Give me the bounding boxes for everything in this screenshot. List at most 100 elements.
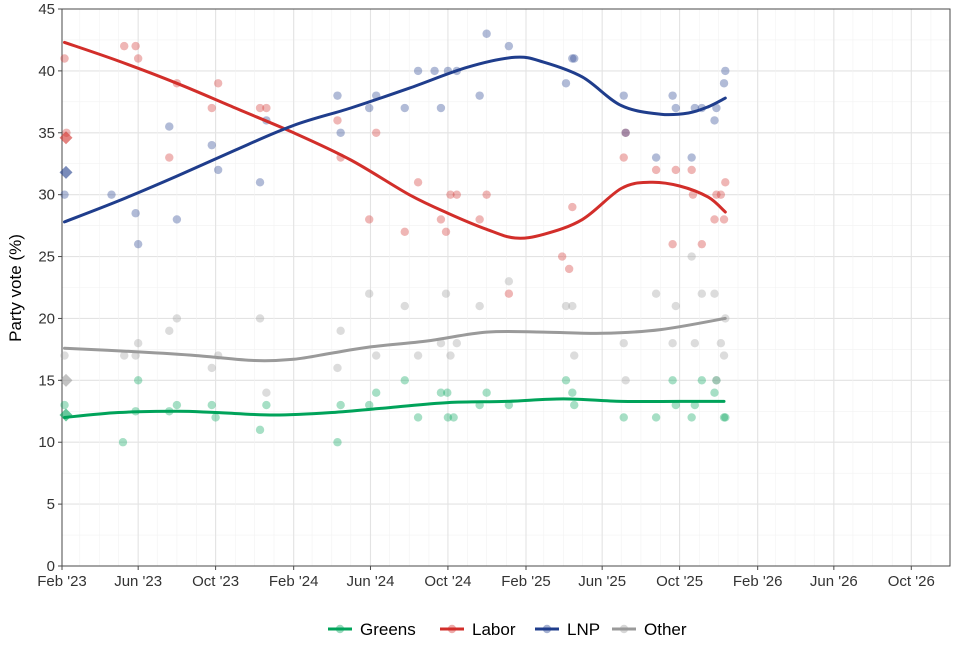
labor-poll-point: [207, 103, 216, 113]
legend-label: Labor: [472, 620, 516, 639]
lnp-trend-line: [63, 55, 727, 224]
lnp-poll-point: [213, 165, 223, 175]
labor-poll-point: [688, 190, 698, 199]
greens-poll-point: [668, 376, 677, 385]
lnp-poll-point: [668, 91, 677, 100]
other-poll-point: [131, 351, 140, 360]
other-poll-point: [400, 301, 409, 311]
lnp-poll-point: [619, 91, 628, 100]
legend-dot: [542, 624, 552, 634]
lnp-poll-point: [172, 215, 182, 224]
labor-poll-point: [333, 116, 342, 125]
greens-poll-point: [336, 400, 345, 410]
greens-poll-point: [561, 376, 571, 385]
labor-poll-point: [60, 54, 69, 63]
labor-poll-point: [619, 153, 628, 162]
greens-trend-line: [63, 397, 726, 419]
labor-poll-point: [255, 103, 265, 113]
greens-poll-point: [333, 438, 342, 447]
other-poll-point: [446, 351, 455, 360]
labor-poll-point: [436, 215, 446, 224]
greens-poll-point: [719, 413, 729, 422]
x-tick-label: Jun '25: [578, 573, 626, 590]
lnp-poll-point: [568, 54, 577, 63]
labor-poll-point: [165, 153, 174, 162]
greens-poll-point: [133, 376, 143, 385]
other-poll-point: [570, 351, 579, 360]
x-tick-label: Oct '25: [656, 573, 703, 590]
greens-poll-point: [443, 413, 453, 422]
legend-label: LNP: [567, 620, 600, 639]
labor-poll-point: [687, 165, 696, 175]
x-tick-label: Oct '24: [424, 573, 471, 590]
other-poll-point: [697, 289, 707, 298]
labor-poll-point: [712, 190, 721, 199]
legend-label: Greens: [360, 620, 416, 639]
greens-poll-point: [365, 400, 374, 410]
other-poll-point: [333, 363, 342, 373]
y-axis: 0 5 10 15 20 25 30 35 40 45: [38, 1, 62, 575]
other-poll-point: [687, 252, 696, 261]
other-poll-point: [165, 326, 174, 336]
lnp-poll-point: [475, 91, 484, 100]
other-poll-point: [671, 301, 680, 311]
greens-poll-point: [619, 413, 628, 422]
greens-poll-point: [651, 413, 661, 422]
lnp-poll-point: [413, 66, 423, 76]
x-tick-label: Jun '26: [810, 573, 858, 590]
grid: [61, 8, 951, 567]
other-poll-point: [441, 289, 451, 298]
greens-poll-point: [207, 400, 216, 410]
legend-item-labor: Labor: [440, 620, 516, 639]
greens-poll-point: [211, 413, 220, 422]
greens-poll-point: [60, 400, 69, 410]
other-trend-line: [63, 316, 727, 363]
plot-border: [61, 8, 951, 567]
greens-poll-point: [443, 388, 452, 397]
poll-points: [60, 29, 730, 447]
lnp-poll-point: [570, 54, 579, 63]
other-poll-point: [568, 301, 577, 311]
greens-poll-point: [449, 413, 458, 422]
labor-poll-point: [564, 264, 574, 274]
lnp-poll-point: [719, 79, 729, 88]
other-poll-point: [690, 339, 700, 348]
legend-dot: [335, 624, 345, 634]
legend-label: Other: [644, 620, 687, 639]
lnp-poll-point: [687, 153, 696, 162]
other-poll-point: [133, 339, 143, 348]
y-tick-label: 45: [38, 1, 55, 18]
legend-item-greens: Greens: [328, 620, 416, 639]
labor-poll-point: [697, 239, 707, 249]
x-tick-label: Oct '26: [888, 573, 935, 590]
other-poll-point: [668, 339, 677, 348]
lnp-poll-point: [561, 79, 571, 88]
y-tick-label: 10: [38, 434, 55, 451]
labor-poll-point: [721, 178, 730, 187]
other-poll-point: [413, 351, 423, 360]
x-tick-label: Feb '23: [37, 573, 87, 590]
greens-poll-point: [172, 400, 182, 410]
other-poll-point: [452, 339, 462, 348]
labor-poll-point: [651, 165, 661, 175]
lnp-poll-point: [60, 190, 69, 199]
election-markers: [59, 131, 73, 422]
labor-poll-point: [668, 239, 677, 249]
lnp-poll-point: [651, 153, 661, 162]
x-tick-label: Jun '24: [347, 573, 395, 590]
greens-poll-point: [413, 413, 423, 422]
x-tick-label: Jun '23: [114, 573, 162, 590]
other-poll-point: [262, 388, 271, 397]
labor-poll-point: [400, 227, 409, 236]
labor-poll-point: [621, 128, 630, 137]
x-tick-label: Feb '26: [733, 573, 783, 590]
lnp-poll-point: [671, 103, 680, 113]
legend: Greens Labor LNP Other: [328, 620, 687, 639]
labor-poll-point: [475, 215, 484, 224]
y-tick-label: 5: [47, 496, 55, 513]
lnp-poll-point: [710, 116, 719, 125]
other-poll-point: [719, 351, 729, 360]
lnp-poll-point: [333, 91, 342, 100]
legend-dot: [619, 624, 629, 634]
